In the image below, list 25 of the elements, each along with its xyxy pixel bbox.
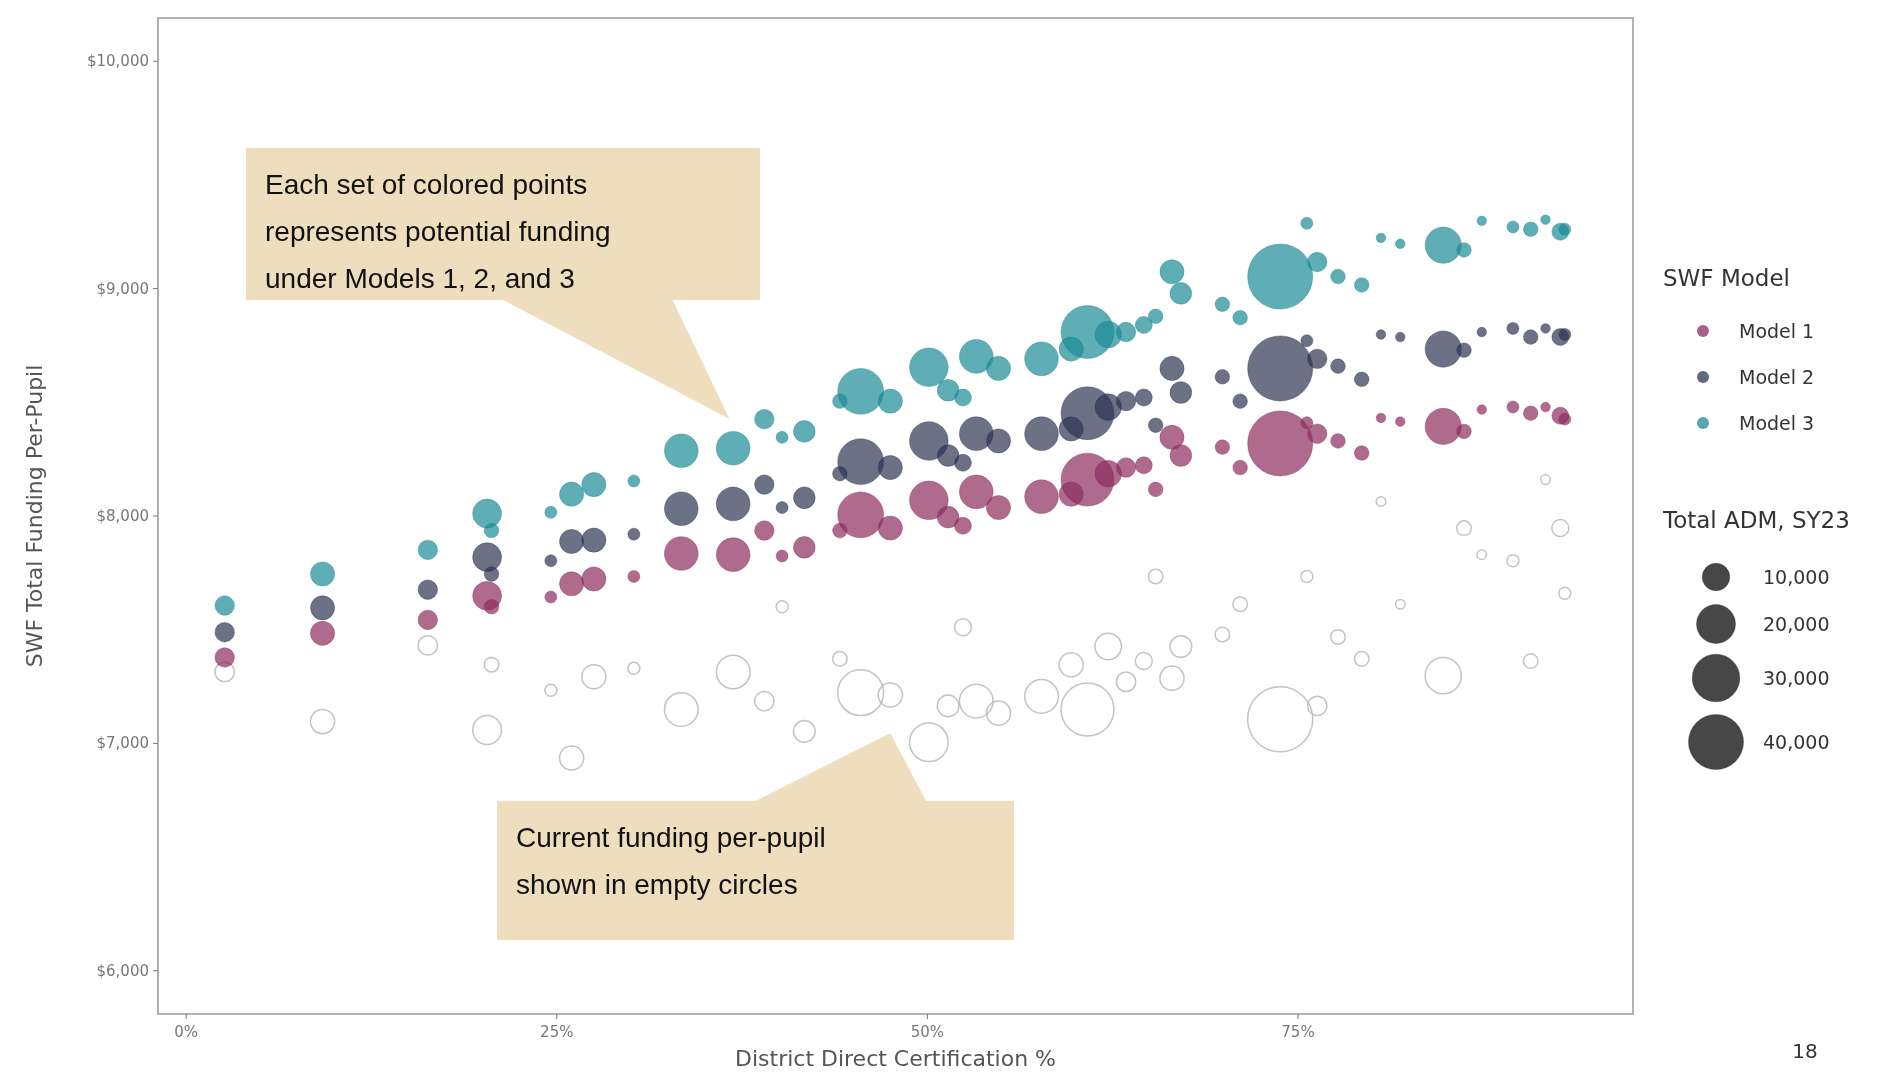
legend-label: Model 3 (1739, 412, 1815, 434)
y-axis-title: SWF Total Funding Per-Pupil (22, 364, 47, 668)
annotation: Each set of colored points represents potential funding under Models 1, 2, and 3 (265, 169, 611, 294)
x-tick-label: 50% (910, 1023, 945, 1041)
x-tick-label: 25% (540, 1023, 574, 1041)
callout-box: Current funding per-pupil shown in empty circles (497, 733, 1014, 940)
legend-label: Model 2 (1739, 366, 1815, 388)
y-tick-label: $7,000 (96, 734, 149, 753)
x-axis-title: District Direct Certification % (734, 1046, 1057, 1071)
y-tick-label: $10,000 (86, 52, 149, 71)
text: 18 (1792, 1039, 1818, 1063)
text: Total ADM, SY23 (1662, 507, 1850, 533)
legend-label: 40,000 (1763, 731, 1830, 753)
x-tick-label: 75% (1281, 1023, 1315, 1041)
legend-title: SWF Model (1663, 265, 1790, 291)
legend-label: Model 1 (1739, 320, 1815, 342)
callout-box: Each set of colored points represents potential funding under Models 1, 2, and 3 (246, 148, 760, 419)
legend-label: 10,000 (1763, 566, 1830, 588)
legend-label: 30,000 (1763, 667, 1830, 689)
legend-label: 20,000 (1763, 613, 1830, 635)
y-tick-label: $9,000 (96, 279, 149, 298)
y-tick-label: $8,000 (96, 507, 149, 525)
y-tick-label: $6,000 (96, 961, 149, 980)
x-tick-label: 0% (174, 1023, 199, 1041)
annotation: Current funding per-pupil shown in empty circles (516, 822, 826, 900)
